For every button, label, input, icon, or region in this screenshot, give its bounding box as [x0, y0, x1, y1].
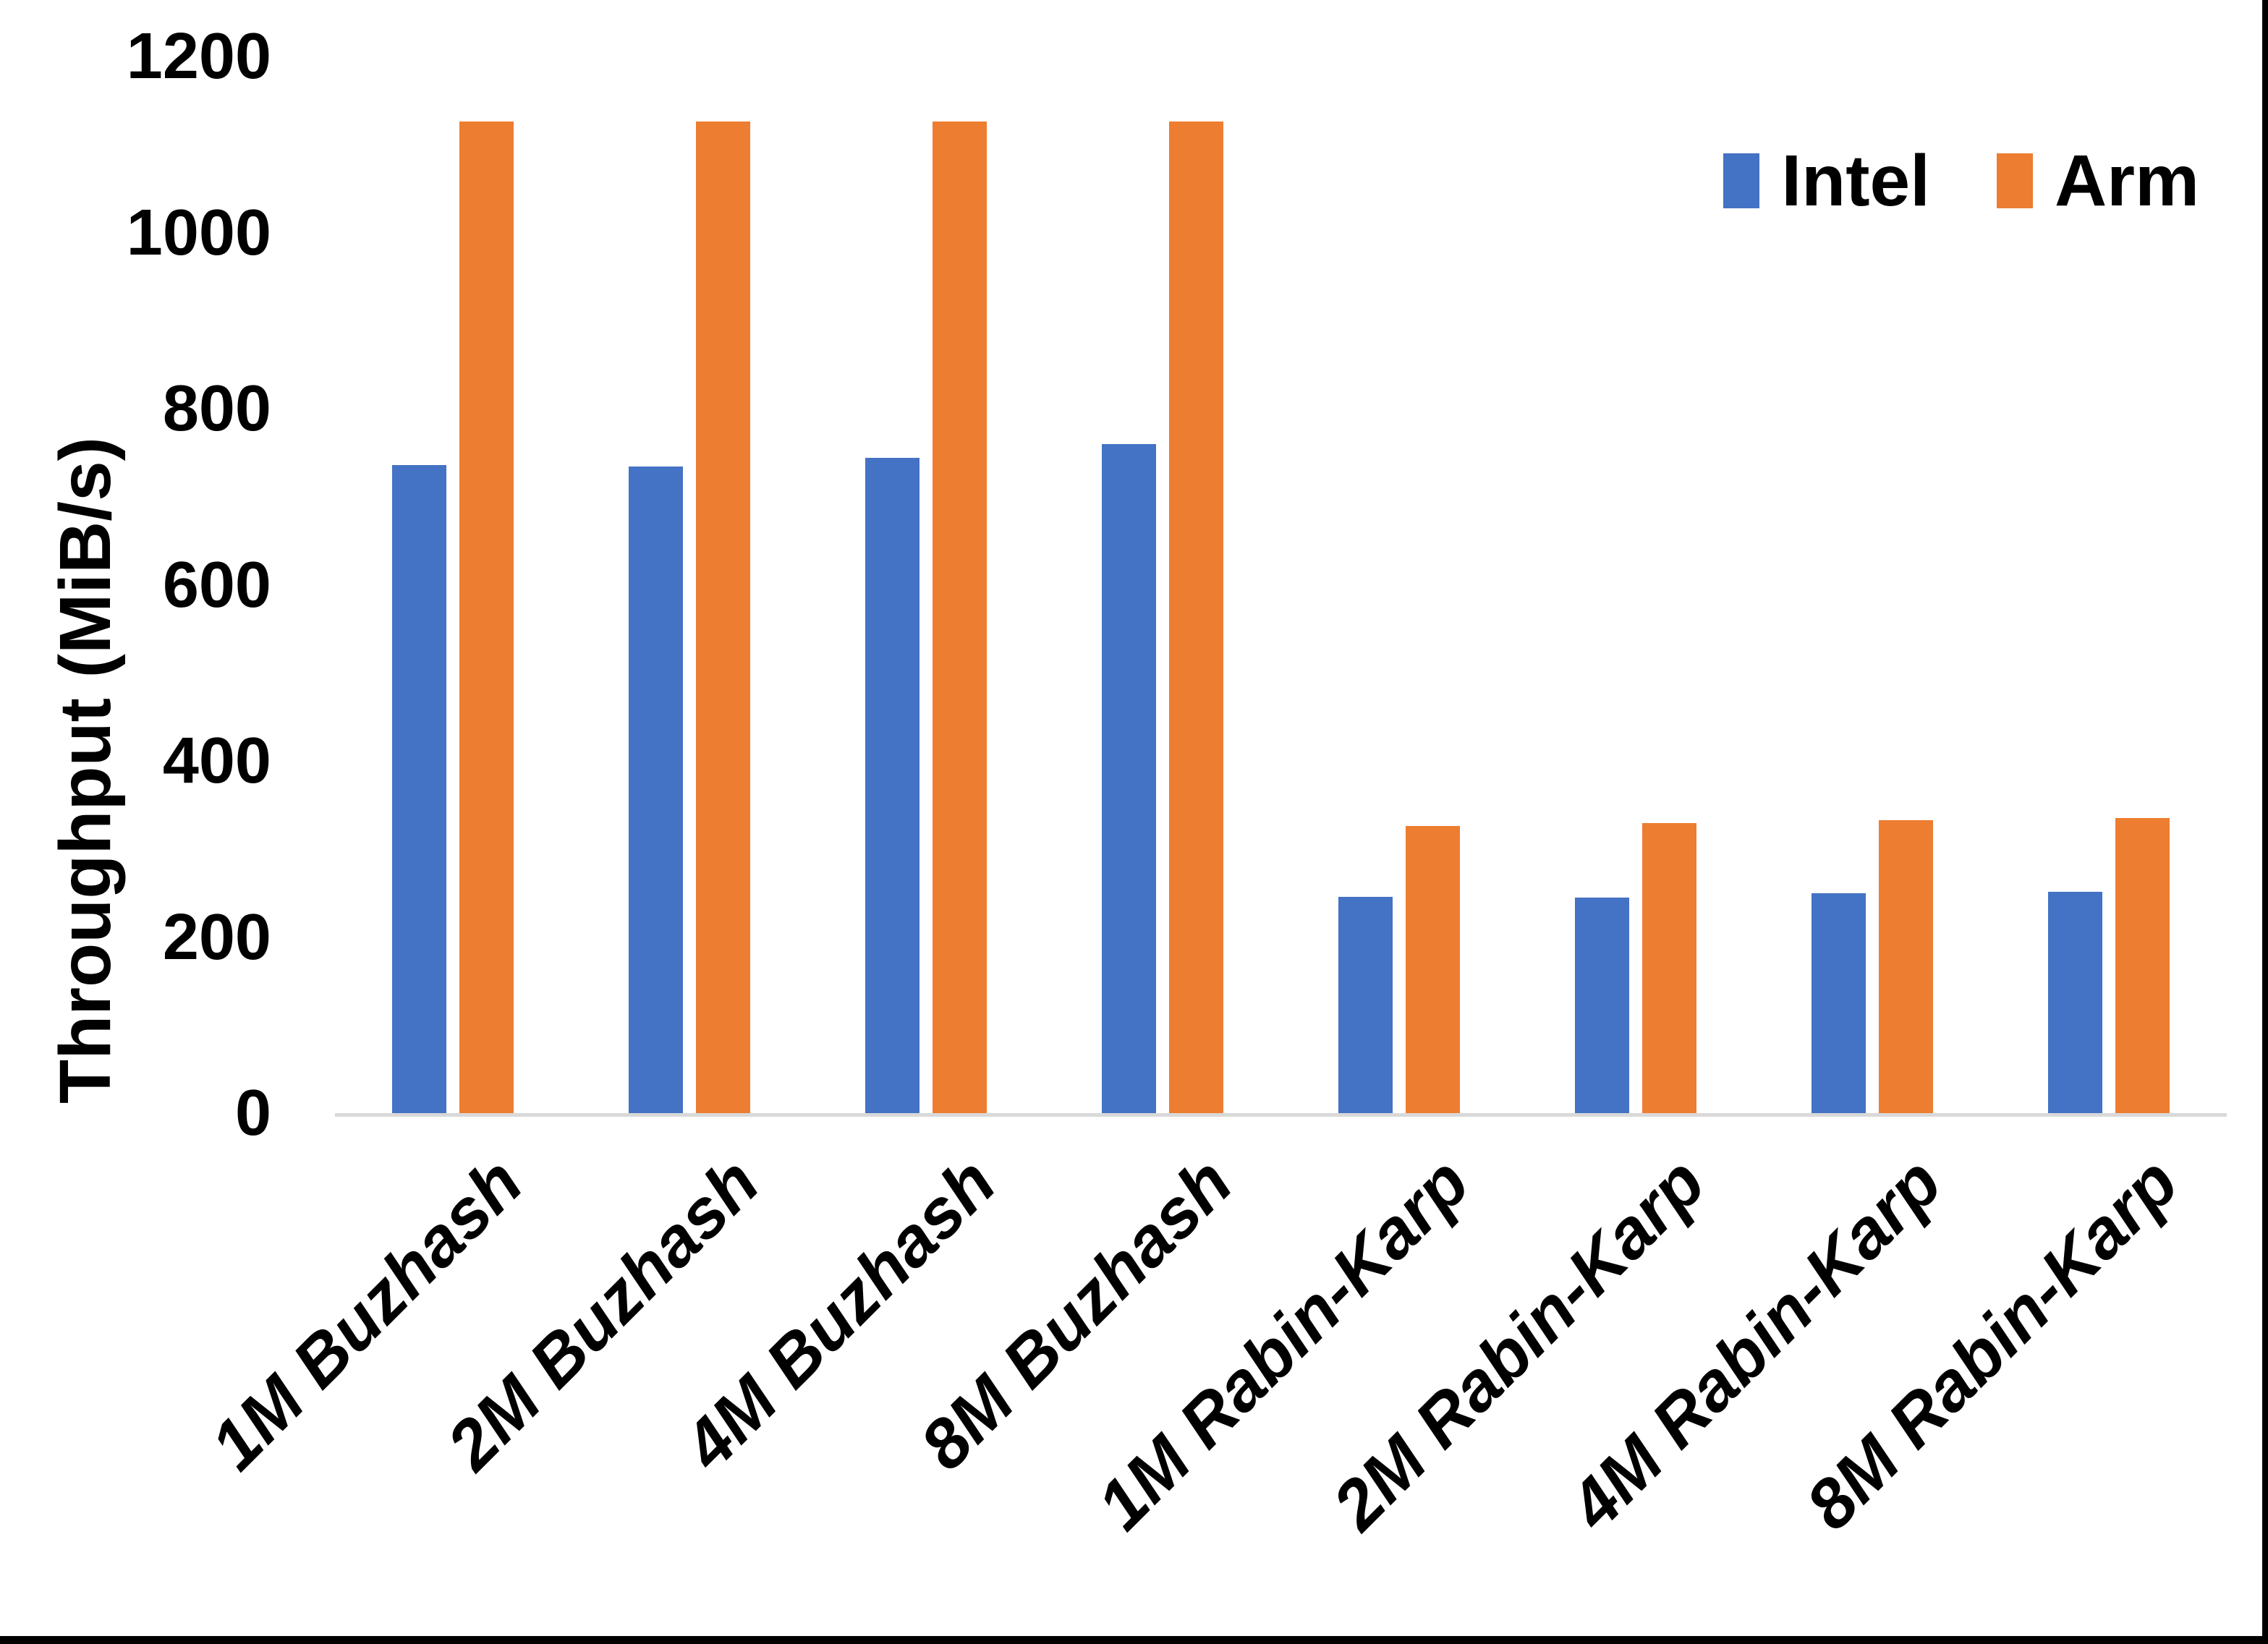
- y-tick-label-200: 200: [162, 900, 271, 974]
- bar-intel-8m-rabin-karp: [2047, 892, 2102, 1113]
- bar-arm-4m-buzhash: [933, 122, 988, 1113]
- bar-arm-1m-rabin-karp: [1405, 826, 1460, 1113]
- y-axis-tick-labels: 0 200 400 600 800 1000 1200: [0, 24, 271, 1146]
- legend-item-arm: Arm: [1996, 140, 2199, 221]
- y-tick-label-400: 400: [162, 725, 271, 797]
- bar-arm-2m-rabin-karp: [1641, 823, 1696, 1113]
- legend-item-intel: Intel: [1723, 145, 1930, 217]
- legend-swatch-arm: [1996, 153, 2033, 208]
- bar-groups: [335, 56, 2227, 1113]
- bar-group-2m-buzhash: [572, 56, 808, 1113]
- y-tick-label-1000: 1000: [126, 196, 271, 269]
- bar-arm-8m-buzhash: [1169, 122, 1224, 1113]
- bar-group-8m-buzhash: [1045, 56, 1281, 1113]
- bar-arm-2m-buzhash: [696, 122, 751, 1113]
- bar-group-1m-buzhash: [335, 56, 572, 1113]
- chart-legend: Intel Arm: [1723, 145, 2199, 217]
- bar-arm-1m-buzhash: [459, 122, 514, 1113]
- bar-intel-2m-rabin-karp: [1574, 897, 1629, 1113]
- y-tick-label-0: 0: [234, 1077, 271, 1149]
- bar-group-8m-rabin-karp: [1990, 56, 2227, 1113]
- page-border-bottom: [0, 1636, 2268, 1644]
- bar-group-1m-rabin-karp: [1281, 56, 1518, 1113]
- bar-group-4m-buzhash: [808, 56, 1045, 1113]
- bar-arm-8m-rabin-karp: [2115, 818, 2170, 1113]
- bar-intel-1m-rabin-karp: [1338, 896, 1393, 1113]
- bar-intel-8m-buzhash: [1102, 443, 1157, 1113]
- bar-intel-4m-buzhash: [865, 458, 920, 1113]
- page-border-right: [2262, 0, 2268, 1644]
- bar-intel-4m-rabin-karp: [1811, 893, 1866, 1113]
- legend-swatch-intel: [1723, 153, 1760, 208]
- x-axis-line: [335, 1113, 2227, 1117]
- legend-label-intel: Intel: [1781, 140, 1930, 221]
- y-tick-label-800: 800: [162, 372, 271, 445]
- y-tick-label-600: 600: [162, 548, 271, 621]
- bar-arm-4m-rabin-karp: [1878, 819, 1933, 1113]
- bar-group-2m-rabin-karp: [1517, 56, 1754, 1113]
- bar-group-4m-rabin-karp: [1754, 56, 1990, 1113]
- plot-area: [335, 56, 2227, 1113]
- bar-intel-2m-buzhash: [629, 467, 684, 1113]
- legend-label-arm: Arm: [2054, 140, 2199, 221]
- y-tick-label-1200: 1200: [126, 20, 271, 93]
- bar-intel-1m-buzhash: [392, 464, 447, 1113]
